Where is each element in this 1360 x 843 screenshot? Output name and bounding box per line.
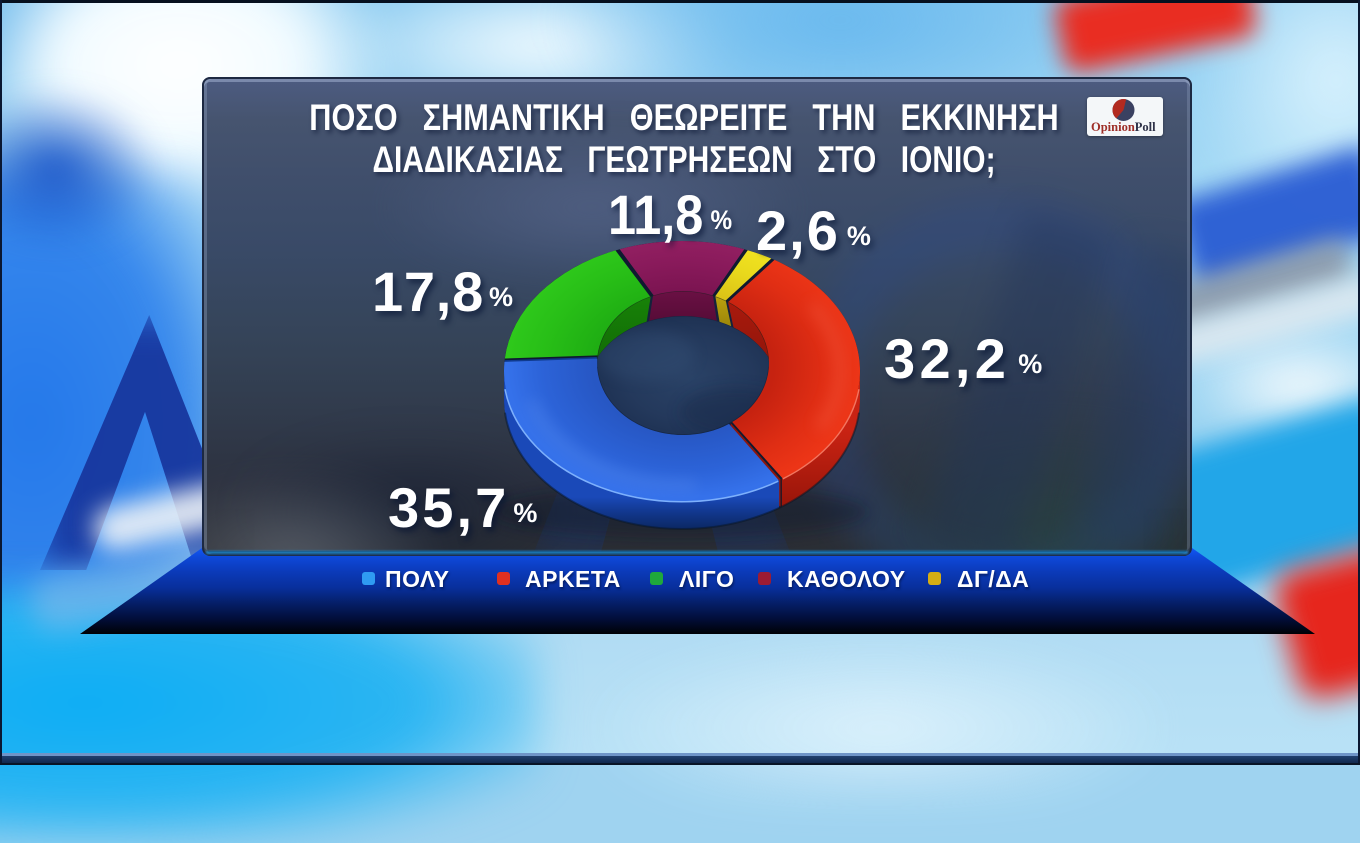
svg-text:OpinionPoll: OpinionPoll: [1091, 120, 1156, 134]
